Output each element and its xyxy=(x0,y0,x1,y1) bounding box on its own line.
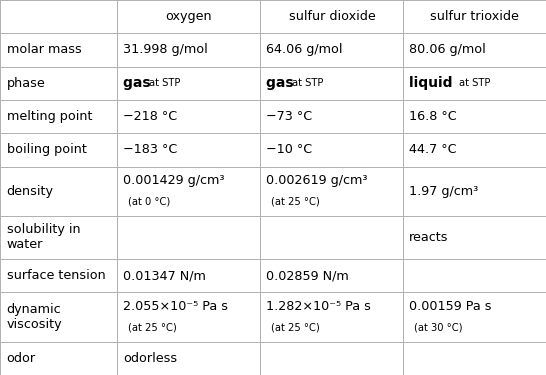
Text: melting point: melting point xyxy=(7,110,92,123)
Text: 1.282×10⁻⁵ Pa s: 1.282×10⁻⁵ Pa s xyxy=(266,300,371,313)
Text: liquid: liquid xyxy=(409,76,462,90)
Text: 0.001429 g/cm³: 0.001429 g/cm³ xyxy=(123,174,224,187)
Text: (at 25 °C): (at 25 °C) xyxy=(271,323,320,333)
Text: reacts: reacts xyxy=(409,231,448,244)
Text: 44.7 °C: 44.7 °C xyxy=(409,143,456,156)
Text: 31.998 g/mol: 31.998 g/mol xyxy=(123,44,207,57)
Text: −218 °C: −218 °C xyxy=(123,110,177,123)
Text: density: density xyxy=(7,184,54,198)
Text: gas: gas xyxy=(266,76,303,90)
Text: −183 °C: −183 °C xyxy=(123,143,177,156)
Text: boiling point: boiling point xyxy=(7,143,86,156)
Text: 0.002619 g/cm³: 0.002619 g/cm³ xyxy=(266,174,367,187)
Text: −73 °C: −73 °C xyxy=(266,110,312,123)
Text: 1.97 g/cm³: 1.97 g/cm³ xyxy=(409,184,478,198)
Text: (at 25 °C): (at 25 °C) xyxy=(271,197,320,207)
Text: (at 0 °C): (at 0 °C) xyxy=(128,197,170,207)
Text: 0.01347 N/m: 0.01347 N/m xyxy=(123,269,206,282)
Text: 2.055×10⁻⁵ Pa s: 2.055×10⁻⁵ Pa s xyxy=(123,300,228,313)
Text: odor: odor xyxy=(7,352,35,365)
Text: 80.06 g/mol: 80.06 g/mol xyxy=(409,44,486,57)
Text: phase: phase xyxy=(7,77,45,90)
Text: 64.06 g/mol: 64.06 g/mol xyxy=(266,44,342,57)
Text: 0.00159 Pa s: 0.00159 Pa s xyxy=(409,300,491,313)
Text: at STP: at STP xyxy=(149,78,180,88)
Text: dynamic
viscosity: dynamic viscosity xyxy=(7,303,62,331)
Text: molar mass: molar mass xyxy=(7,44,81,57)
Text: 16.8 °C: 16.8 °C xyxy=(409,110,456,123)
Text: −10 °C: −10 °C xyxy=(266,143,312,156)
Text: at STP: at STP xyxy=(459,78,490,88)
Text: sulfur trioxide: sulfur trioxide xyxy=(430,10,519,23)
Text: (at 25 °C): (at 25 °C) xyxy=(128,323,177,333)
Text: gas: gas xyxy=(123,76,160,90)
Text: oxygen: oxygen xyxy=(165,10,212,23)
Text: (at 30 °C): (at 30 °C) xyxy=(414,323,463,333)
Text: 0.02859 N/m: 0.02859 N/m xyxy=(266,269,349,282)
Text: at STP: at STP xyxy=(292,78,323,88)
Text: sulfur dioxide: sulfur dioxide xyxy=(289,10,375,23)
Text: odorless: odorless xyxy=(123,352,177,365)
Text: surface tension: surface tension xyxy=(7,269,105,282)
Text: solubility in
water: solubility in water xyxy=(7,224,80,252)
